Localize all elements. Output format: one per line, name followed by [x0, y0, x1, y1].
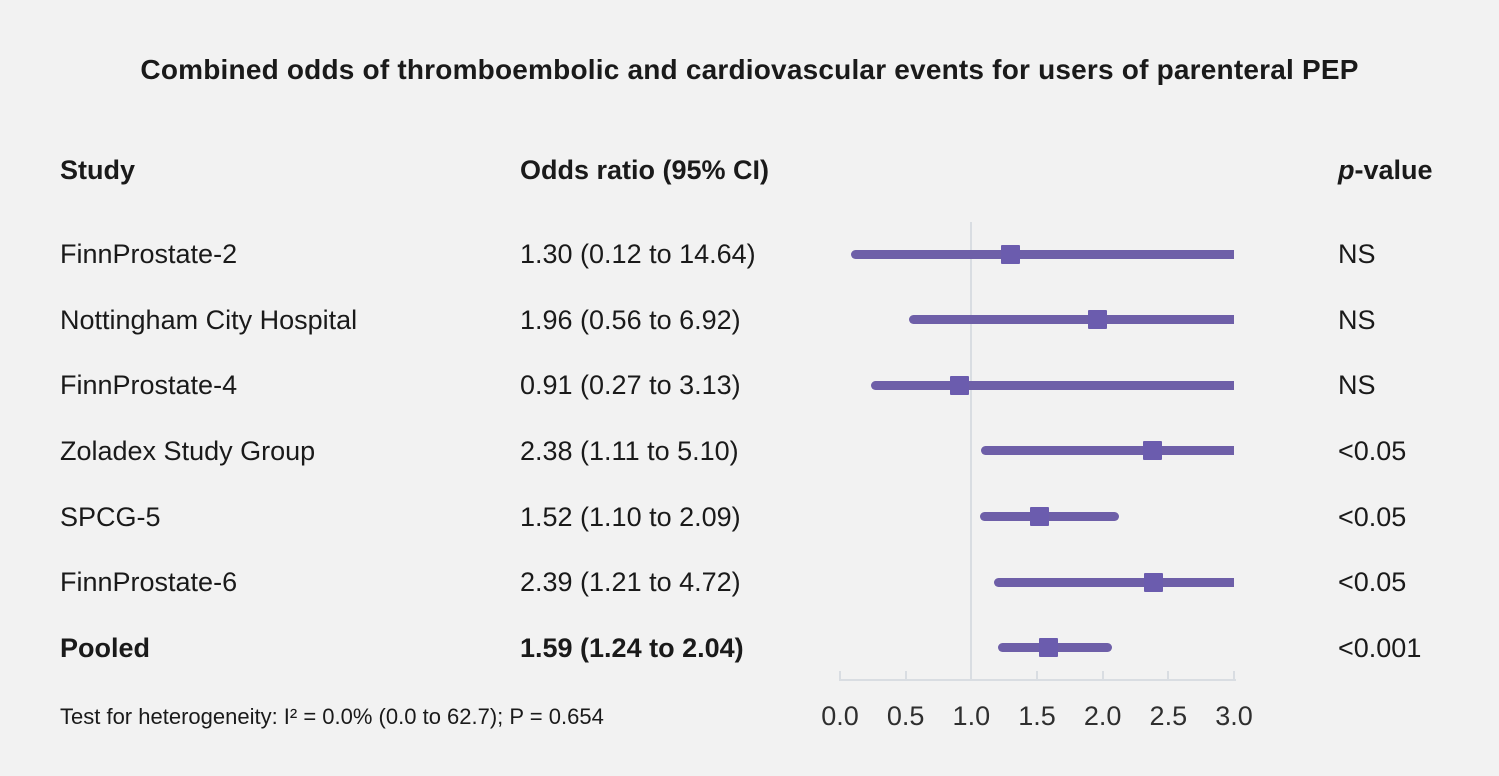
- p-value-header-italic: p: [1338, 155, 1355, 185]
- x-axis-tick-label: 0.5: [886, 701, 925, 731]
- p-value-label: NS: [1338, 304, 1376, 335]
- x-axis-tick-label: 2.0: [1083, 701, 1122, 731]
- p-value-label: <0.05: [1338, 435, 1407, 466]
- odds-ratio-marker: [1144, 572, 1164, 592]
- p-value-label: <0.001: [1338, 632, 1422, 663]
- x-axis-tick-label: 1.5: [1018, 701, 1056, 731]
- x-axis-tick: [1036, 671, 1038, 679]
- x-axis-tick-label: 1.0: [952, 701, 991, 731]
- study-label: Nottingham City Hospital: [60, 304, 358, 335]
- odds-ratio-marker: [1030, 507, 1050, 527]
- x-axis-line: [839, 679, 1236, 681]
- confidence-interval-bar: [851, 249, 1234, 259]
- p-value-label: <0.05: [1338, 567, 1407, 598]
- odds-ratio-label: 0.91 (0.27 to 3.13): [520, 370, 741, 401]
- x-axis-tick: [1167, 671, 1170, 679]
- odds-ratio-label: 1.59 (1.24 to 2.04): [520, 632, 744, 663]
- column-header-p-value: p-value: [1338, 155, 1433, 185]
- odds-ratio-label: 2.39 (1.21 to 4.72): [520, 567, 741, 598]
- study-label: Zoladex Study Group: [60, 435, 316, 466]
- odds-ratio-marker: [1087, 310, 1107, 330]
- odds-ratio-label: 1.52 (1.10 to 2.09): [520, 501, 741, 532]
- confidence-interval-bar: [979, 512, 1119, 522]
- p-value-label: <0.05: [1338, 501, 1407, 532]
- study-label: FinnProstate-6: [60, 567, 238, 598]
- odds-ratio-marker: [1001, 244, 1021, 264]
- odds-ratio-marker: [1143, 441, 1163, 461]
- x-axis-tick-label: 2.5: [1149, 701, 1188, 731]
- p-value-label: NS: [1338, 239, 1376, 269]
- x-axis-tick-label: 0.0: [821, 701, 859, 731]
- p-value-label: NS: [1338, 370, 1376, 401]
- column-header-study: Study: [60, 155, 136, 185]
- chart-title: Combined odds of thromboembolic and card…: [140, 54, 1359, 85]
- x-axis-tick: [970, 671, 973, 679]
- odds-ratio-label: 2.38 (1.11 to 5.10): [520, 435, 739, 466]
- x-axis-tick: [1233, 671, 1235, 679]
- odds-ratio-marker: [950, 375, 969, 395]
- study-label: Pooled: [60, 632, 151, 663]
- study-label: FinnProstate-2: [60, 239, 238, 269]
- study-label: FinnProstate-4: [60, 370, 238, 401]
- odds-ratio-marker: [1039, 638, 1059, 658]
- odds-ratio-label: 1.96 (0.56 to 6.92): [520, 304, 741, 335]
- x-axis-tick: [1101, 671, 1104, 679]
- column-header-odds-ratio: Odds ratio (95% CI): [520, 155, 770, 185]
- x-axis-tick-label: 3.0: [1215, 701, 1253, 731]
- x-axis-tick: [904, 671, 907, 679]
- confidence-interval-bar: [981, 446, 1234, 456]
- x-axis-tick: [839, 671, 841, 679]
- heterogeneity-note: Test for heterogeneity: I² = 0.0% (0.0 t…: [60, 704, 604, 729]
- p-value-header-rest: -value: [1354, 155, 1433, 185]
- reference-line: [970, 222, 973, 680]
- odds-ratio-label: 1.30 (0.12 to 14.64): [520, 239, 756, 269]
- study-label: SPCG-5: [60, 501, 161, 532]
- confidence-interval-bar: [994, 577, 1234, 587]
- confidence-interval-bar: [870, 380, 1234, 390]
- confidence-interval-bar: [909, 315, 1234, 325]
